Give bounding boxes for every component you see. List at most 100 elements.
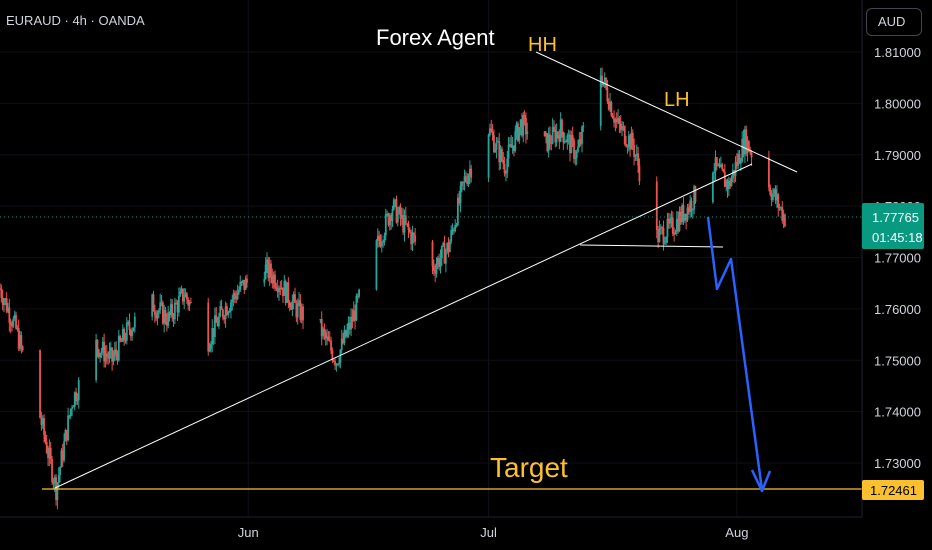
candle-body (354, 310, 356, 321)
candle-body (769, 187, 772, 195)
candle-body (244, 278, 247, 290)
support-trendline[interactable] (54, 163, 753, 489)
candle-body (40, 417, 43, 425)
candle-body (236, 292, 239, 300)
projection-arrow[interactable] (706, 216, 764, 491)
candle-body (395, 199, 398, 223)
candle-body (129, 329, 132, 337)
candle-body (613, 118, 615, 123)
candle-body (73, 392, 76, 407)
candle-body (228, 310, 231, 312)
annotation-texts: Forex Agent HH LH Target (376, 25, 690, 483)
candle-body (5, 298, 8, 312)
candle-body (272, 274, 275, 284)
candle-body (95, 339, 98, 381)
candle-body (124, 339, 127, 341)
candle-body (549, 134, 551, 143)
candle-body (71, 407, 73, 409)
y-tick-label: 1.80000 (874, 96, 921, 111)
candle-body (495, 141, 498, 150)
candle-body (296, 304, 299, 318)
candle-body (125, 322, 128, 341)
candle-body (637, 153, 639, 166)
candle-body (503, 163, 506, 174)
candle-body (49, 447, 52, 459)
candle-body (440, 245, 443, 259)
candle-body (574, 158, 577, 160)
candle-body (119, 336, 122, 341)
candle-body (442, 243, 445, 246)
price-tags: 1.77765 01:45:18 1.72461 (862, 203, 924, 500)
candle-body (266, 259, 268, 265)
target-price-value: 1.72461 (870, 483, 917, 498)
candle-body (104, 353, 107, 362)
candle-body (677, 218, 680, 231)
currency-button[interactable]: AUD (866, 8, 922, 36)
candle-body (17, 327, 20, 349)
candle-body (506, 158, 509, 173)
candle-body (436, 258, 439, 265)
candle-body (621, 126, 623, 130)
time-axis[interactable]: Jun Jul Aug (0, 516, 862, 540)
candle-body (117, 336, 120, 361)
candle-body (351, 316, 354, 322)
candle-body (222, 309, 224, 318)
candle-body (155, 314, 158, 319)
candle-body (9, 322, 12, 325)
candle-body (408, 229, 411, 233)
candle-body (493, 135, 495, 152)
candle-body (722, 169, 725, 173)
candle-body (101, 341, 104, 352)
candle-body (382, 241, 385, 243)
candle-body (107, 356, 110, 359)
candle-body (737, 154, 740, 166)
candle-body (171, 304, 174, 317)
candle-body (673, 233, 676, 235)
candle-body (768, 157, 770, 188)
price-axis[interactable]: 1.810001.800001.790001.780001.770001.760… (861, 0, 921, 517)
candle-body (77, 380, 80, 401)
resistance-trendline[interactable] (535, 51, 798, 173)
candle-body (51, 458, 53, 482)
candle-body (39, 350, 41, 418)
candle-body (658, 228, 661, 242)
candle-body (8, 307, 11, 323)
candle-body (518, 127, 521, 141)
candle-body (622, 126, 625, 128)
candle-body (271, 276, 274, 284)
candle-body (215, 315, 218, 323)
candle-body (276, 288, 279, 293)
candle-body (332, 360, 335, 362)
candle-body (511, 145, 514, 148)
candle-body (523, 115, 526, 118)
candle-body (43, 418, 45, 435)
candle-body (120, 340, 123, 342)
candle-body (398, 207, 401, 213)
candle-body (189, 302, 192, 304)
candle-body (52, 481, 55, 484)
candle-body (153, 311, 156, 315)
candle-body (13, 314, 16, 319)
candle-body (780, 207, 782, 209)
candle-body (399, 207, 402, 219)
candle-body (282, 287, 284, 296)
candle-body (302, 306, 304, 321)
candle-body (447, 243, 450, 253)
candle-body (714, 157, 717, 172)
candle-body (565, 141, 567, 143)
candle-body (739, 161, 742, 164)
projection-arrowhead (750, 469, 772, 493)
candle-body (741, 138, 744, 162)
candle-body (718, 164, 721, 168)
candle-body (559, 119, 562, 142)
candle-body (567, 134, 570, 136)
candle-body (715, 157, 718, 166)
neckline[interactable] (579, 244, 724, 248)
candle-body (498, 141, 501, 163)
candle-body (489, 128, 491, 135)
candle-body (207, 302, 210, 352)
candle-body (188, 302, 191, 306)
candle-body (211, 328, 214, 345)
candle-body (65, 430, 68, 441)
